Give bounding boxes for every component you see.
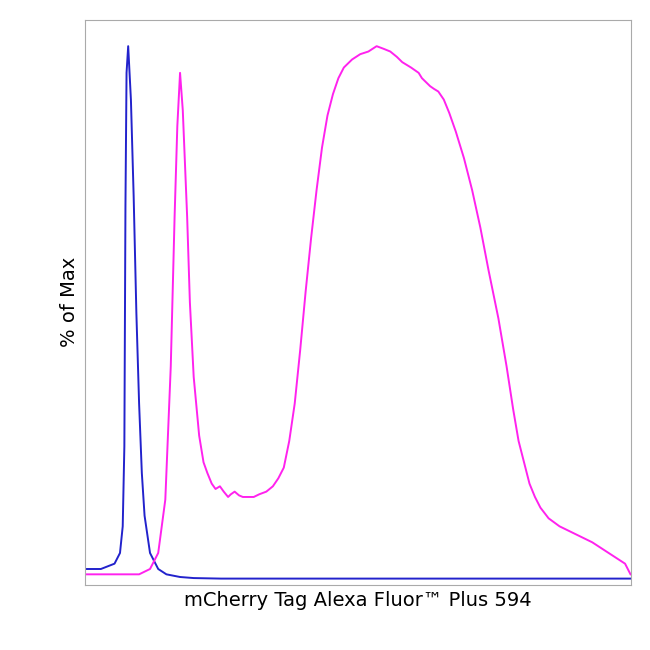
Y-axis label: % of Max: % of Max	[60, 257, 79, 347]
X-axis label: mCherry Tag Alexa Fluor™ Plus 594: mCherry Tag Alexa Fluor™ Plus 594	[184, 591, 531, 610]
